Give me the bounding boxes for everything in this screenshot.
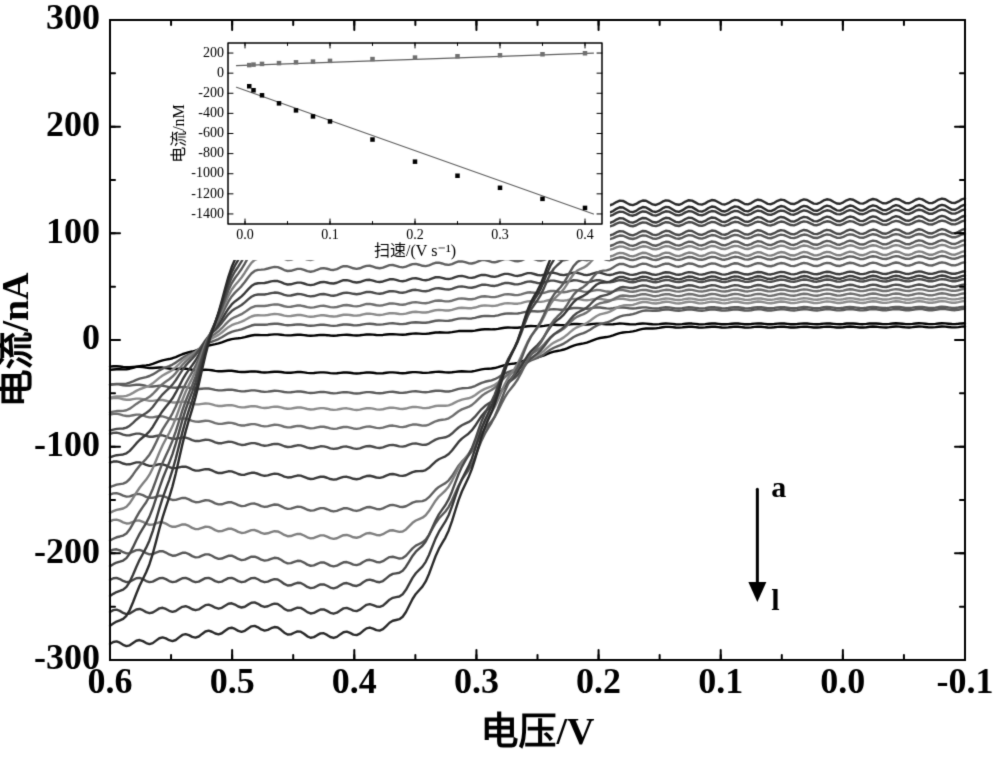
cv-chart bbox=[0, 0, 1000, 757]
